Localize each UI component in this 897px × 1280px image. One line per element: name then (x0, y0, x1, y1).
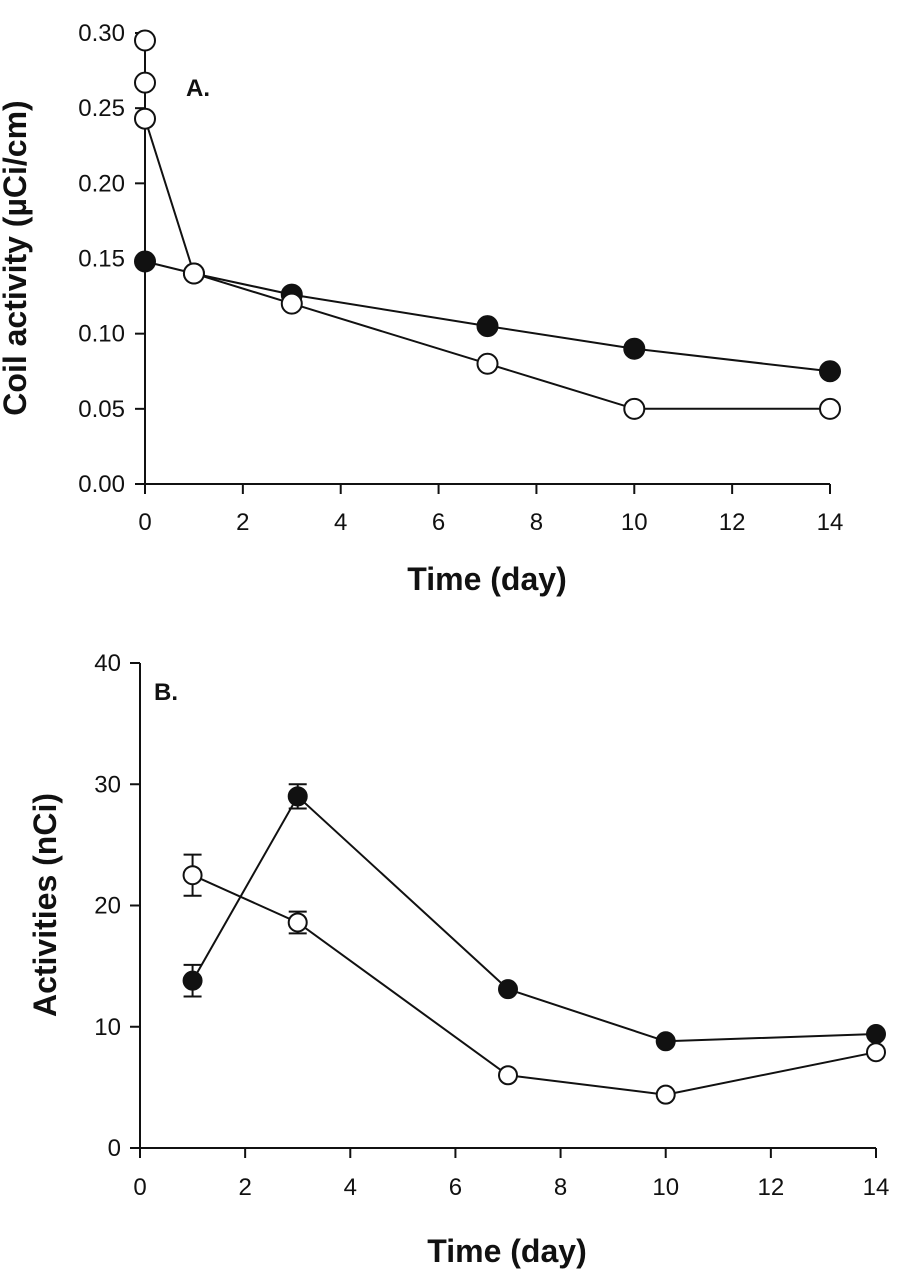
open-circle-marker (498, 1065, 518, 1086)
chart-panel-a: 0.00 0.05 0.10 0.15 0.20 0.25 0.30 0 2 4 6 8 10 12 14 T… (0, 20, 843, 597)
x-tick-label: 8 (554, 1174, 567, 1201)
x-tick-label: 12 (719, 509, 746, 536)
y-tick-label: 0.25 (78, 95, 125, 122)
open-circle-marker (287, 912, 308, 933)
open-circle-marker (134, 29, 156, 52)
filled-circle-marker (182, 970, 203, 991)
filled-circle-marker (476, 315, 499, 338)
x-tick-label: 4 (334, 509, 347, 536)
x-tick-label: 8 (530, 509, 543, 536)
y-axis-title: Activities (nCi) (27, 793, 63, 1017)
filled-circle-marker (498, 979, 518, 1000)
y-tick-label: 40 (94, 650, 121, 677)
y-tick-label: 0.15 (78, 246, 125, 273)
x-tick-label: 10 (621, 509, 648, 536)
open-circle-marker (182, 865, 203, 886)
y-tick-label: 0.20 (78, 170, 125, 197)
y-tick-label: 10 (94, 1014, 121, 1041)
y-tick-label: 0.10 (78, 321, 125, 348)
y-tick-label: 20 (94, 893, 121, 920)
x-tick-label: 12 (758, 1174, 785, 1201)
open-circle-marker (280, 292, 303, 315)
x-tick-label: 14 (863, 1174, 890, 1201)
x-axis-title: Time (day) (407, 561, 566, 597)
y-tick-label: 0.05 (78, 396, 125, 423)
y-tick-label: 0.30 (78, 20, 125, 47)
x-tick-label: 10 (652, 1174, 679, 1201)
filled-circle-marker (134, 250, 156, 273)
x-tick-label: 2 (236, 509, 249, 536)
y-tick-label: 0.00 (78, 471, 125, 498)
filled-circle-marker (655, 1031, 676, 1052)
chart-panel-b: 0 10 20 30 40 0 2 4 6 8 10 12 14 Time (day) Activities… (27, 650, 889, 1269)
x-axis-title: Time (day) (427, 1233, 586, 1269)
x-tick-label: 14 (817, 509, 844, 536)
x-tick-label: 4 (344, 1174, 357, 1201)
open-circle-marker (866, 1042, 886, 1063)
filled-circle-marker (819, 360, 841, 383)
filled-circle-marker (866, 1024, 886, 1045)
panel-label: A. (186, 75, 210, 102)
open-circle-marker (134, 71, 156, 94)
filled-circle-marker (287, 786, 308, 807)
y-tick-label: 30 (94, 771, 121, 798)
open-circle-marker (623, 397, 646, 420)
open-circle-marker (182, 262, 205, 285)
x-tick-label: 0 (138, 509, 151, 536)
filled-circle-marker (623, 337, 646, 360)
x-tick-label: 2 (238, 1174, 251, 1201)
open-circle-marker (476, 352, 499, 375)
series-2-line (192, 874, 877, 1096)
panel-label: B. (154, 679, 178, 706)
open-circle-marker (134, 107, 156, 130)
open-circle-marker (655, 1084, 676, 1105)
y-tick-label: 0 (108, 1135, 121, 1162)
open-circle-marker (819, 397, 841, 420)
y-axis-title: Coil activity (µCi/cm) (0, 100, 33, 415)
x-tick-label: 0 (133, 1174, 146, 1201)
series-2-line (144, 118, 830, 410)
x-tick-label: 6 (432, 509, 445, 536)
x-tick-label: 6 (449, 1174, 462, 1201)
